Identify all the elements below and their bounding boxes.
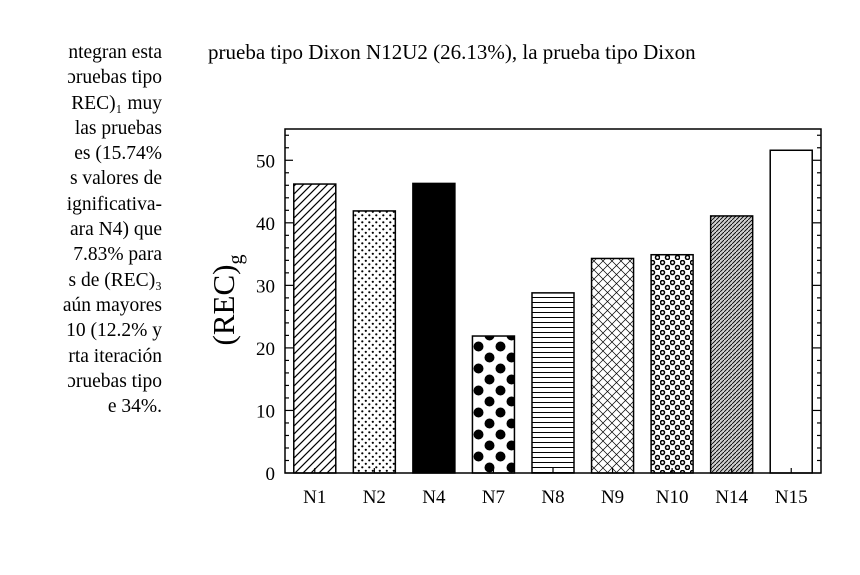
y-tick-label: 30 — [256, 276, 275, 297]
top-text-line: prueba tipo Dixon N12U2 (26.13%), la pru… — [208, 40, 696, 64]
bar-n4 — [412, 182, 456, 474]
left-line: s valores de — [69, 168, 162, 190]
left-line: 7.83% para — [73, 244, 162, 266]
left-line: 10 (12.2% y — [66, 320, 162, 342]
x-tick-label: N2 — [363, 487, 386, 508]
left-line: rta iteración — [68, 345, 162, 367]
x-tick-label: N14 — [715, 487, 748, 508]
x-tick-label: N15 — [775, 487, 808, 508]
x-tick-label: N8 — [541, 487, 564, 508]
left-line: es (15.74% — [74, 143, 162, 165]
bar-n10 — [650, 253, 694, 474]
x-tick-label: N7 — [482, 487, 505, 508]
bar-n2 — [352, 210, 397, 474]
left-line: ɔruebas tipo — [67, 370, 162, 392]
bar-n15 — [769, 149, 813, 474]
left-line: ntegran esta — [68, 42, 162, 63]
x-tick-label: N4 — [422, 487, 446, 508]
y-tick-label: 50 — [256, 151, 275, 172]
bar-n7 — [471, 335, 516, 474]
bar-n8 — [531, 292, 575, 474]
plot-frame — [284, 128, 822, 474]
x-tick-label: N9 — [601, 487, 624, 508]
y-tick-label: 20 — [256, 339, 275, 360]
bar-n1 — [293, 183, 337, 474]
left-line: aún mayores — [62, 294, 162, 316]
left-line: ara N4) que — [69, 219, 162, 241]
bar-n14 — [709, 215, 754, 474]
left-column-text: ntegran esta ɔruebas tipo REC)₁ muy las … — [0, 40, 162, 419]
x-tick-label: N1 — [303, 487, 326, 508]
x-tick-label: N10 — [656, 487, 689, 508]
left-line: s de (REC)₃ — [68, 269, 162, 291]
left-line: las pruebas — [74, 117, 162, 139]
left-line: REC)₁ muy — [71, 92, 162, 114]
left-line: e 34%. — [107, 396, 162, 418]
y-tick-label: 0 — [266, 464, 276, 485]
bar-n9 — [590, 257, 635, 474]
y-axis-label: (REC)g — [206, 255, 247, 346]
left-line: ɔruebas tipo — [67, 67, 162, 89]
left-line: ignificativa- — [66, 193, 162, 215]
y-tick-label: 40 — [256, 214, 275, 235]
y-tick-label: 10 — [256, 401, 275, 422]
